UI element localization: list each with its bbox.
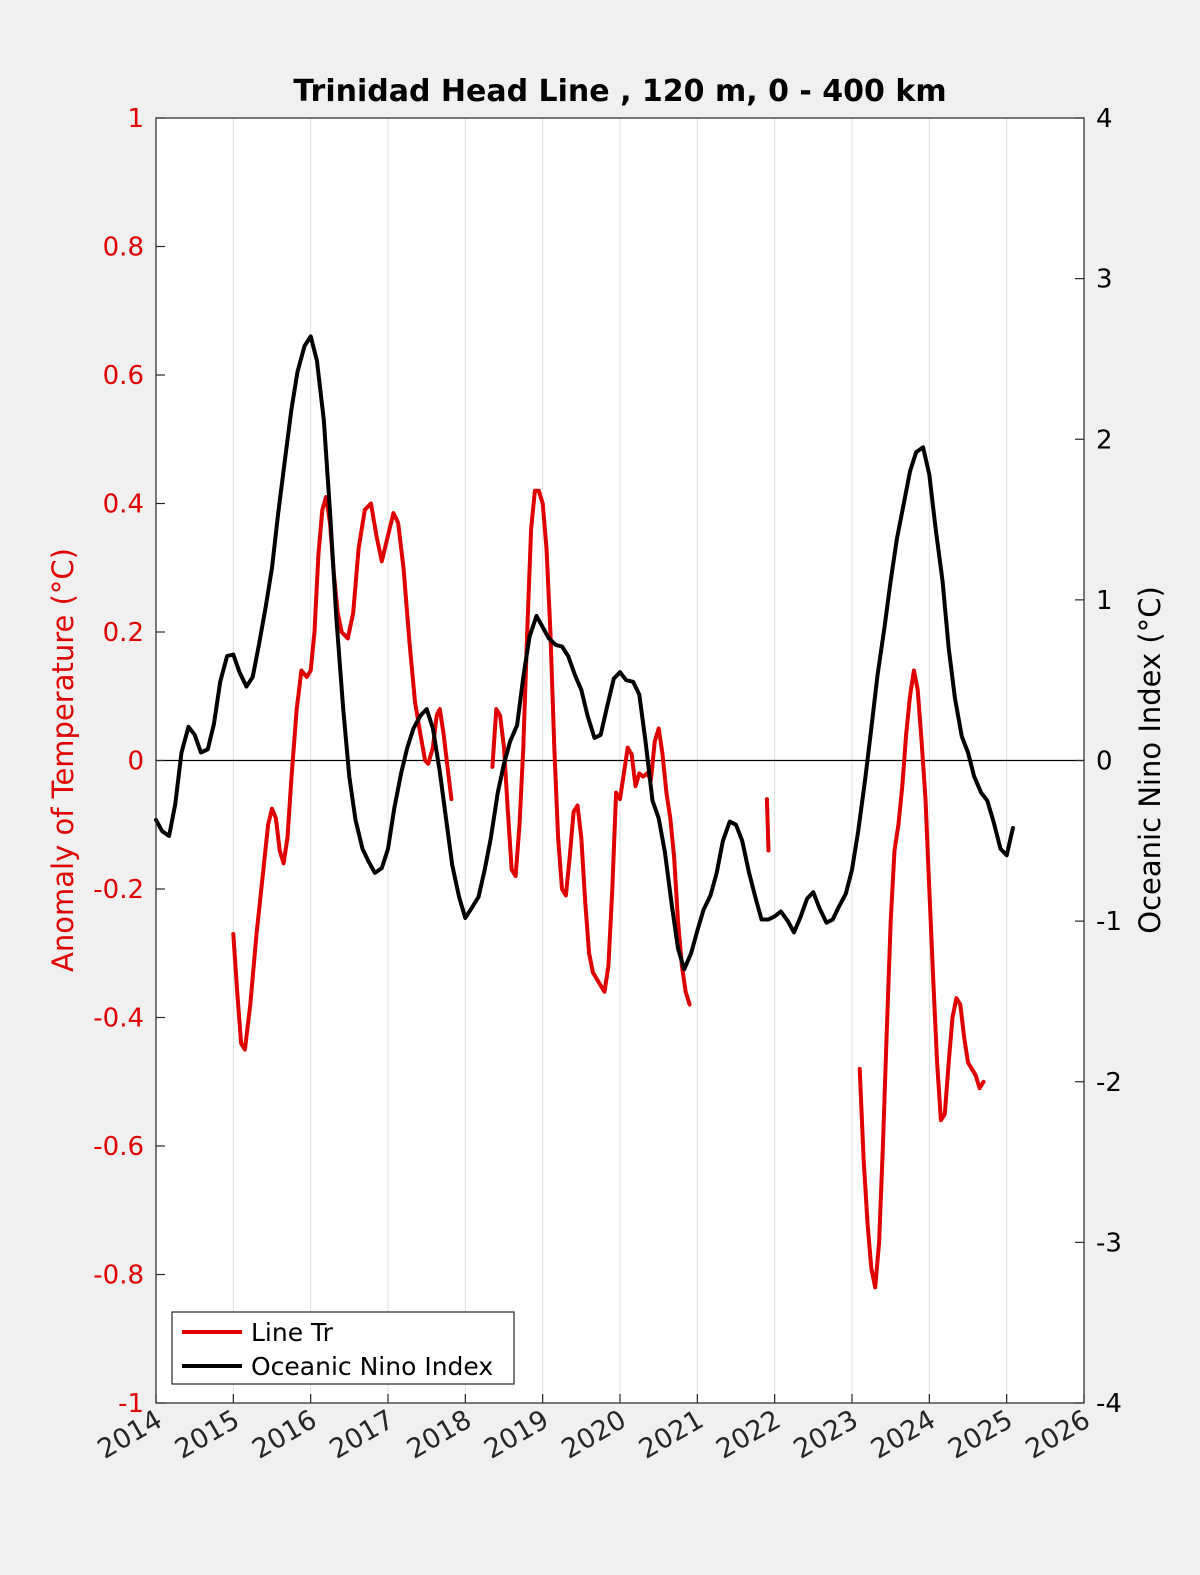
x-axis-ticks: 2014 2015 2016 2017 2018 2019 2020 2021 2022 2023… (92, 1394, 1096, 1465)
left-y-tick-label: 0.2 (103, 618, 144, 648)
right-y-tick-label: -2 (1096, 1068, 1122, 1098)
x-tick-label: 2021 (634, 1404, 709, 1465)
x-tick-label: 2018 (402, 1404, 477, 1465)
left-y-tick-label: 0 (127, 747, 144, 777)
left-y-tick-label: 0.6 (103, 361, 144, 391)
right-y-tick-label: 2 (1096, 425, 1113, 455)
x-tick-label: 2025 (943, 1404, 1018, 1465)
left-y-tick-label: 1 (127, 104, 144, 134)
right-y-tick-label: 4 (1096, 104, 1113, 134)
x-tick-label: 2023 (788, 1404, 863, 1465)
x-tick-label: 2024 (866, 1404, 941, 1465)
legend: Line Tr Oceanic Nino Index (171, 1311, 515, 1385)
x-tick-label: 2015 (170, 1404, 245, 1465)
x-tick-label: 2026 (1020, 1404, 1095, 1465)
series-group (154, 334, 1015, 1290)
right-y-axis-label: Oceanic Nino Index (°C) (1133, 586, 1167, 934)
series-line-line-tr (857, 668, 986, 1290)
left-y-tick-label: 0.4 (103, 490, 144, 520)
right-y-tick-label: 1 (1096, 586, 1113, 616)
x-tick-label: 2020 (556, 1404, 631, 1465)
right-y-axis-ticks: -4 -3 -2 -1 0 1 2 3 4 (1075, 104, 1122, 1419)
x-tick-label: 2017 (324, 1404, 399, 1465)
left-y-tick-label: -0.2 (93, 875, 144, 905)
left-y-axis-label: Anomaly of Temperature (°C) (46, 548, 80, 972)
right-y-tick-label: -4 (1096, 1389, 1122, 1419)
legend-label-oni: Oceanic Nino Index (251, 1352, 493, 1381)
left-y-tick-label: 0.8 (103, 233, 144, 263)
series-line-line-tr (490, 488, 692, 1007)
left-y-tick-label: -1 (118, 1389, 144, 1419)
chart-title: Trinidad Head Line , 120 m, 0 - 400 km (293, 74, 946, 109)
legend-box (171, 1311, 515, 1385)
right-y-tick-label: 3 (1096, 265, 1113, 295)
right-y-tick-label: -1 (1096, 907, 1122, 937)
x-tick-label: 2022 (711, 1404, 786, 1465)
left-y-tick-label: -0.4 (93, 1004, 144, 1034)
legend-label-line-tr: Line Tr (251, 1318, 334, 1347)
right-y-tick-label: 0 (1096, 747, 1113, 777)
series-line-line-tr (764, 797, 771, 853)
left-y-tick-label: -0.6 (93, 1132, 144, 1162)
left-y-axis-ticks: -1 -0.8 -0.6 -0.4 -0.2 0 0.2 0.4 0.6 0.8 1 (93, 104, 165, 1419)
x-tick-label: 2019 (479, 1404, 554, 1465)
x-tick-label: 2016 (247, 1404, 322, 1465)
series-line-oceanic-nino-index (154, 334, 1015, 972)
right-y-tick-label: -3 (1096, 1228, 1122, 1258)
left-y-tick-label: -0.8 (93, 1261, 144, 1291)
